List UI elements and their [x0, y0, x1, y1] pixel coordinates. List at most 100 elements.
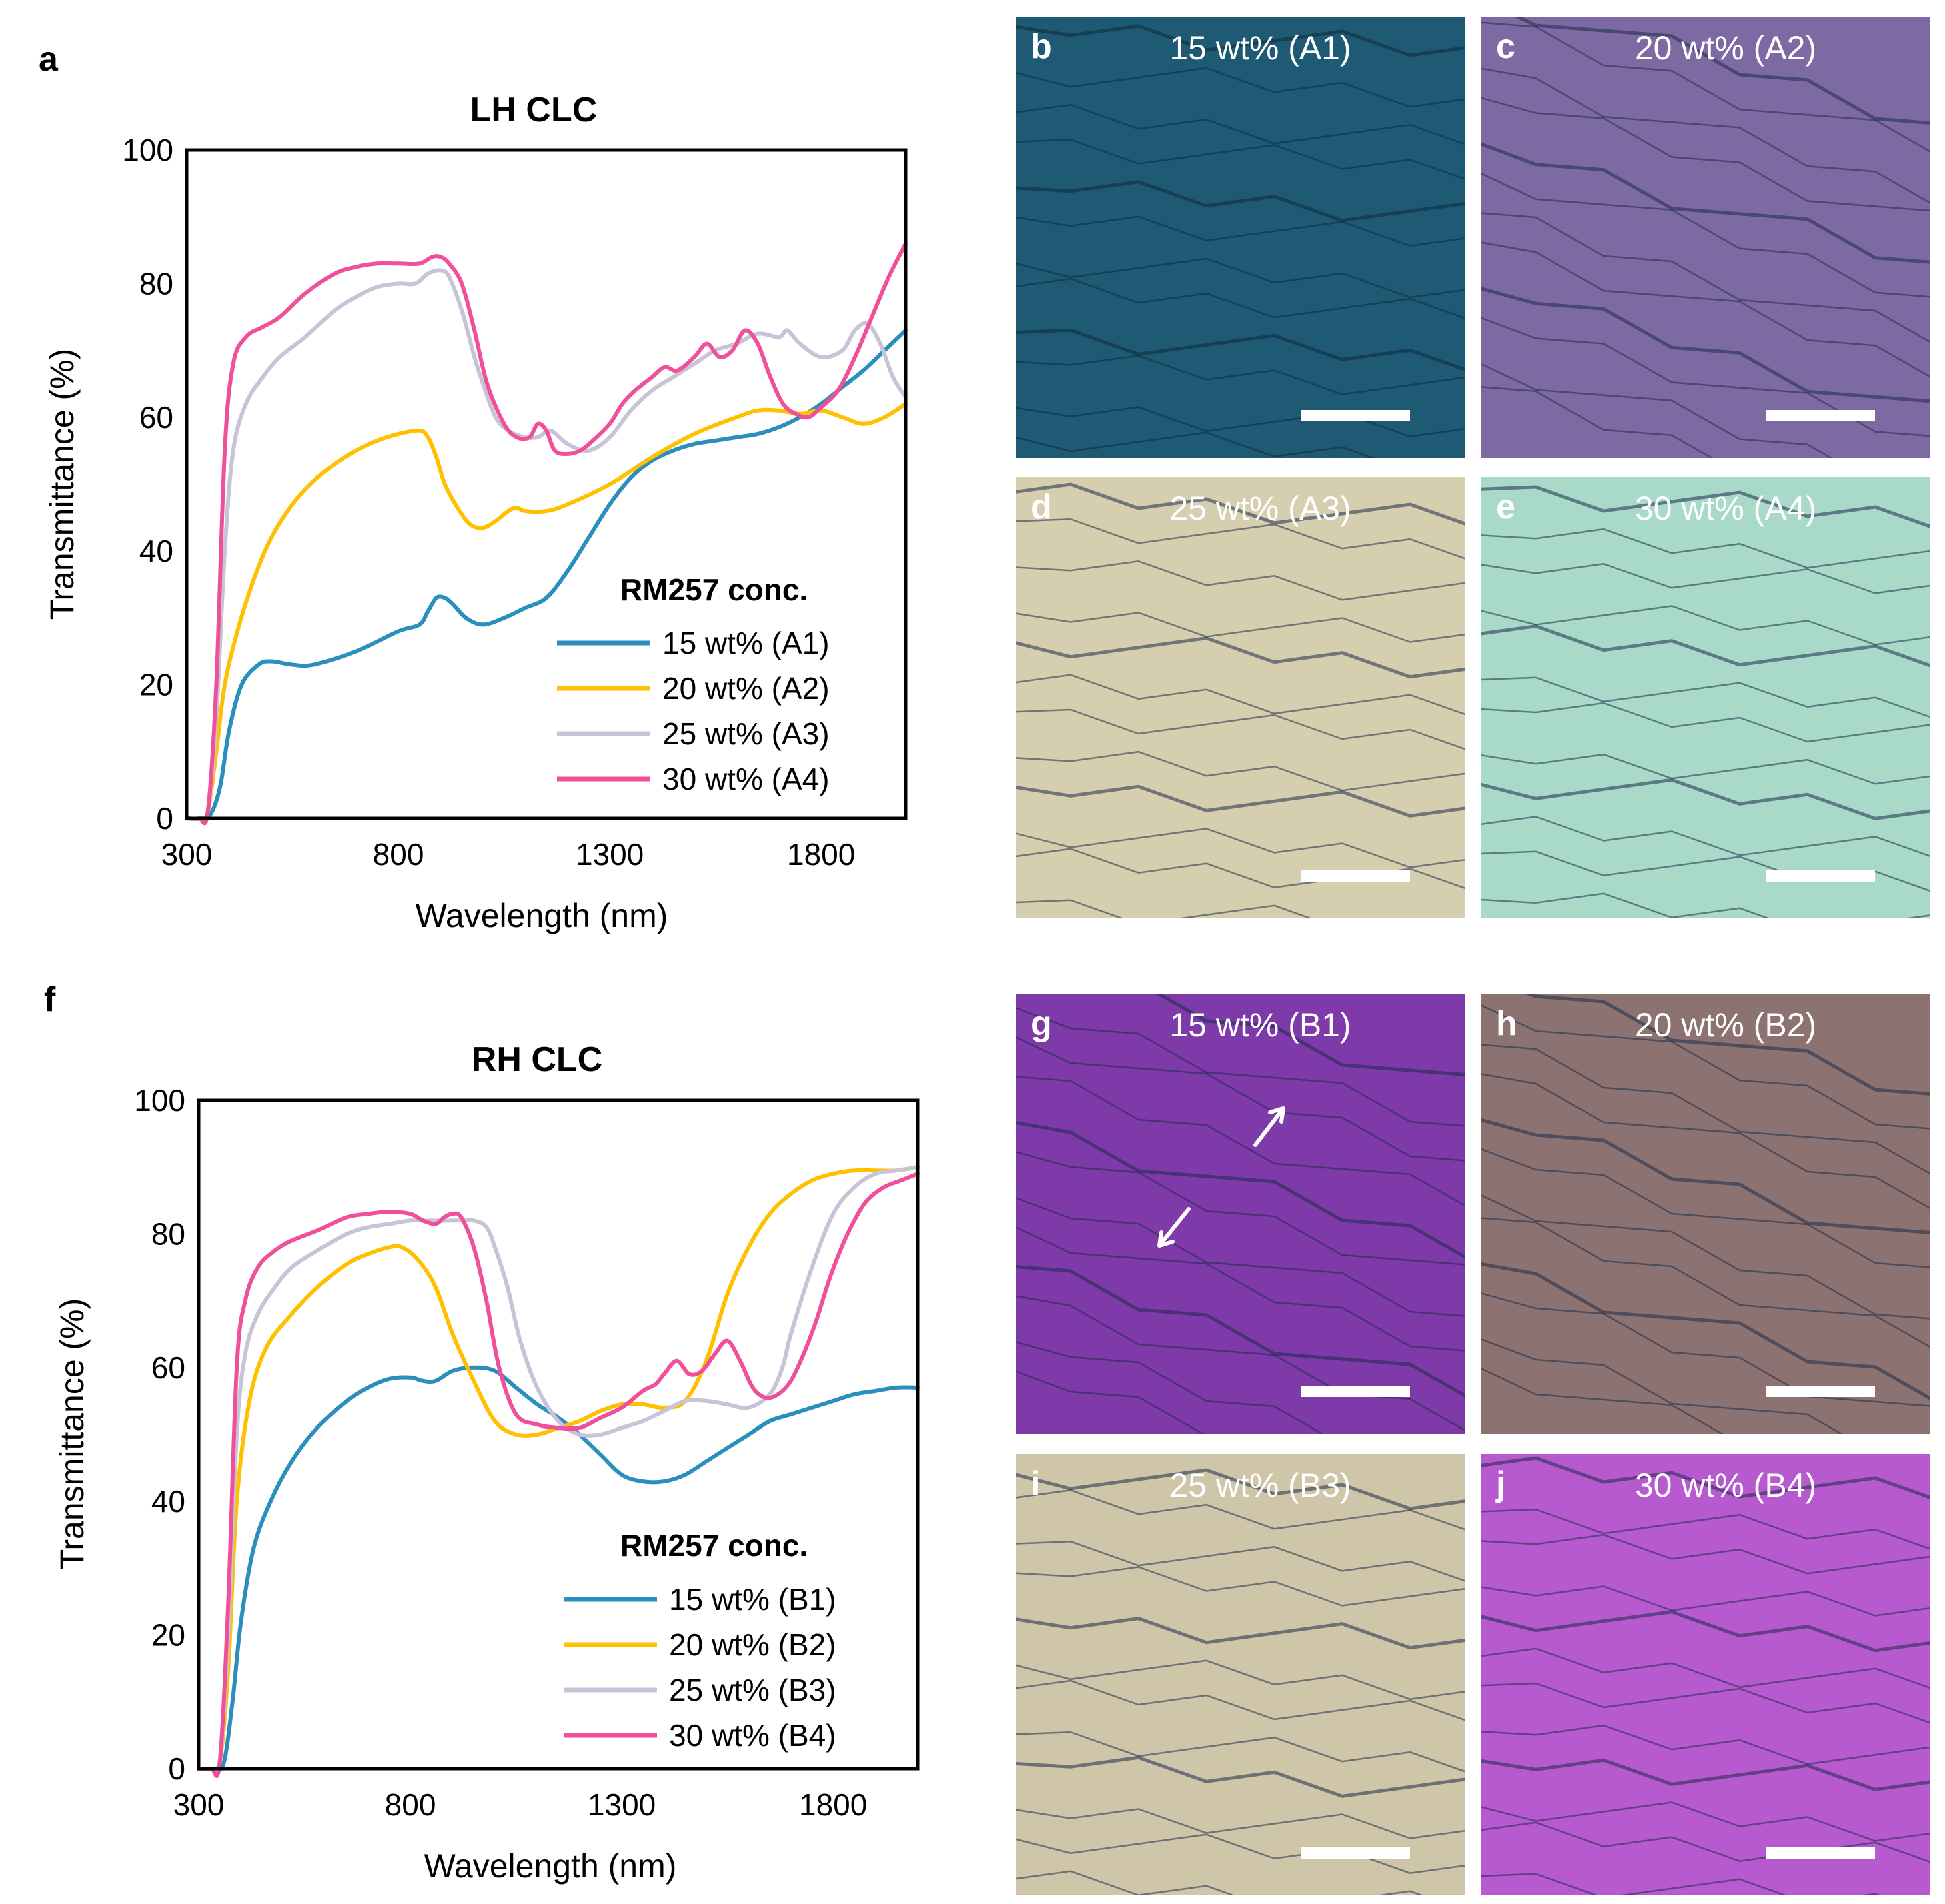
y-tick-60: 60	[139, 400, 173, 435]
x-tick-labels: 300 800 1300 1800	[173, 1787, 868, 1822]
micrograph-caption: 15 wt% (B1)	[1169, 1006, 1351, 1044]
x-tick-1800: 1800	[799, 1787, 867, 1822]
x-tick-1300: 1300	[588, 1787, 656, 1822]
series-layer	[197, 1165, 920, 1779]
legend-label: 20 wt% (A2)	[662, 671, 830, 706]
y-axis-label: Transmittance (%)	[53, 1298, 91, 1570]
micrograph-letter: h	[1496, 1004, 1517, 1043]
arrow-down-left-icon	[1157, 1207, 1191, 1248]
micrograph-j: j 30 wt% (B4)	[1481, 1454, 1930, 1895]
chart-title: RH CLC	[472, 1040, 602, 1079]
scale-bar	[1766, 870, 1875, 882]
series-line-a2	[197, 1165, 920, 1773]
legend-label: 15 wt% (A1)	[662, 626, 830, 660]
texture-lines	[1016, 482, 1465, 918]
y-tick-100: 100	[122, 133, 173, 167]
micrograph-letter: g	[1031, 1004, 1052, 1043]
y-tick-20: 20	[151, 1618, 185, 1653]
x-tick-1300: 1300	[576, 837, 644, 872]
legend-label: 30 wt% (B4)	[669, 1718, 836, 1753]
scale-bar	[1301, 870, 1410, 882]
x-tick-300: 300	[173, 1787, 225, 1822]
micrograph-h: h 20 wt% (B2)	[1481, 994, 1930, 1434]
micrograph-d: d 25 wt% (A3)	[1016, 477, 1465, 918]
legend-title: RM257 conc.	[620, 1528, 808, 1563]
y-tick-labels: 0 20 40 60 80 100	[134, 1083, 185, 1786]
texture-lines	[1016, 1468, 1465, 1895]
y-axis-label: Transmittance (%)	[43, 349, 81, 620]
micrograph-i: i 25 wt% (B3)	[1016, 1454, 1465, 1895]
scale-bar	[1766, 410, 1875, 421]
panel-label-f: f	[44, 980, 56, 1019]
legend: RM257 conc. 15 wt% (A1) 20 wt% (A2) 25 wt%…	[557, 572, 830, 796]
micrograph-letter: j	[1495, 1465, 1505, 1503]
series-layer	[185, 241, 908, 826]
x-axis-label: Wavelength (nm)	[424, 1847, 677, 1885]
legend-label: 25 wt% (A3)	[662, 716, 830, 751]
chart-f: RH CLC 0 20 40 60 80 100 300 800 1300 1800 Trans…	[53, 1040, 920, 1885]
micrograph-caption: 20 wt% (A2)	[1635, 29, 1816, 67]
arrow-up-right-icon	[1253, 1106, 1285, 1147]
micrograph-letter: c	[1496, 27, 1515, 66]
chart-a: LH CLC 0 20 40 60 80 100 300 800 1300 1800 Trans…	[43, 91, 908, 934]
legend-title: RM257 conc.	[620, 572, 808, 607]
legend-label: 20 wt% (B2)	[669, 1627, 836, 1662]
scale-bar	[1301, 410, 1410, 421]
micrograph-letter: d	[1031, 488, 1052, 526]
y-tick-0: 0	[156, 801, 173, 836]
micrograph-caption: 15 wt% (A1)	[1169, 29, 1351, 67]
series-line-a4	[185, 241, 908, 826]
texture-lines	[1016, 24, 1465, 458]
y-tick-80: 80	[151, 1216, 185, 1251]
texture-lines	[1481, 994, 1930, 1434]
micrograph-caption: 30 wt% (A4)	[1635, 490, 1816, 527]
y-tick-60: 60	[151, 1350, 185, 1385]
micrograph-c: c 20 wt% (A2)	[1481, 17, 1930, 458]
texture-lines	[1016, 994, 1465, 1434]
y-tick-100: 100	[134, 1083, 185, 1118]
legend-label: 25 wt% (B3)	[669, 1673, 836, 1707]
scale-bar	[1301, 1847, 1410, 1859]
scale-bar	[1301, 1386, 1410, 1397]
chart-title: LH CLC	[470, 91, 598, 129]
x-tick-labels: 300 800 1300 1800	[161, 837, 856, 872]
micrograph-image	[1481, 17, 1930, 458]
micrograph-g: g 15 wt% (B1)	[1016, 994, 1465, 1434]
scale-bar	[1766, 1847, 1875, 1859]
texture-lines	[1481, 17, 1930, 458]
y-tick-80: 80	[139, 266, 173, 301]
micrograph-image	[1481, 477, 1930, 918]
x-tick-800: 800	[373, 837, 424, 872]
y-tick-40: 40	[151, 1484, 185, 1519]
y-tick-0: 0	[168, 1751, 185, 1786]
micrograph-caption: 25 wt% (A3)	[1169, 490, 1351, 527]
series-line-a2	[185, 401, 908, 821]
plot-frame	[185, 148, 908, 820]
micrograph-image	[1016, 477, 1465, 918]
texture-lines	[1481, 1456, 1930, 1895]
y-tick-40: 40	[139, 534, 173, 568]
series-line-a1	[197, 1365, 920, 1771]
x-axis-label: Wavelength (nm)	[416, 897, 668, 934]
micrograph-caption: 25 wt% (B3)	[1169, 1467, 1351, 1504]
micrograph-b: b 15 wt% (A1)	[1016, 17, 1465, 458]
scale-bar	[1766, 1386, 1875, 1397]
legend-label: 15 wt% (B1)	[669, 1582, 836, 1617]
micrographs: b 15 wt% (A1) c 20 wt% (A2) d 25 wt% (A3) e 30 …	[1016, 17, 1930, 1895]
micrograph-caption: 30 wt% (B4)	[1635, 1467, 1816, 1504]
texture-lines	[1481, 485, 1930, 918]
x-tick-1800: 1800	[787, 837, 855, 872]
legend-label: 30 wt% (A4)	[662, 762, 830, 796]
micrograph-image	[1481, 994, 1930, 1434]
micrograph-caption: 20 wt% (B2)	[1635, 1006, 1816, 1044]
arrow-annotations	[1157, 1106, 1285, 1248]
micrograph-image	[1016, 1454, 1465, 1895]
legend: RM257 conc. 15 wt% (B1) 20 wt% (B2) 25 wt%…	[564, 1528, 836, 1753]
y-tick-20: 20	[139, 668, 173, 702]
series-line-a4	[197, 1172, 920, 1779]
x-tick-800: 800	[385, 1787, 436, 1822]
panel-label-a: a	[39, 40, 59, 79]
micrograph-letter: i	[1031, 1465, 1040, 1503]
micrograph-image	[1016, 17, 1465, 458]
